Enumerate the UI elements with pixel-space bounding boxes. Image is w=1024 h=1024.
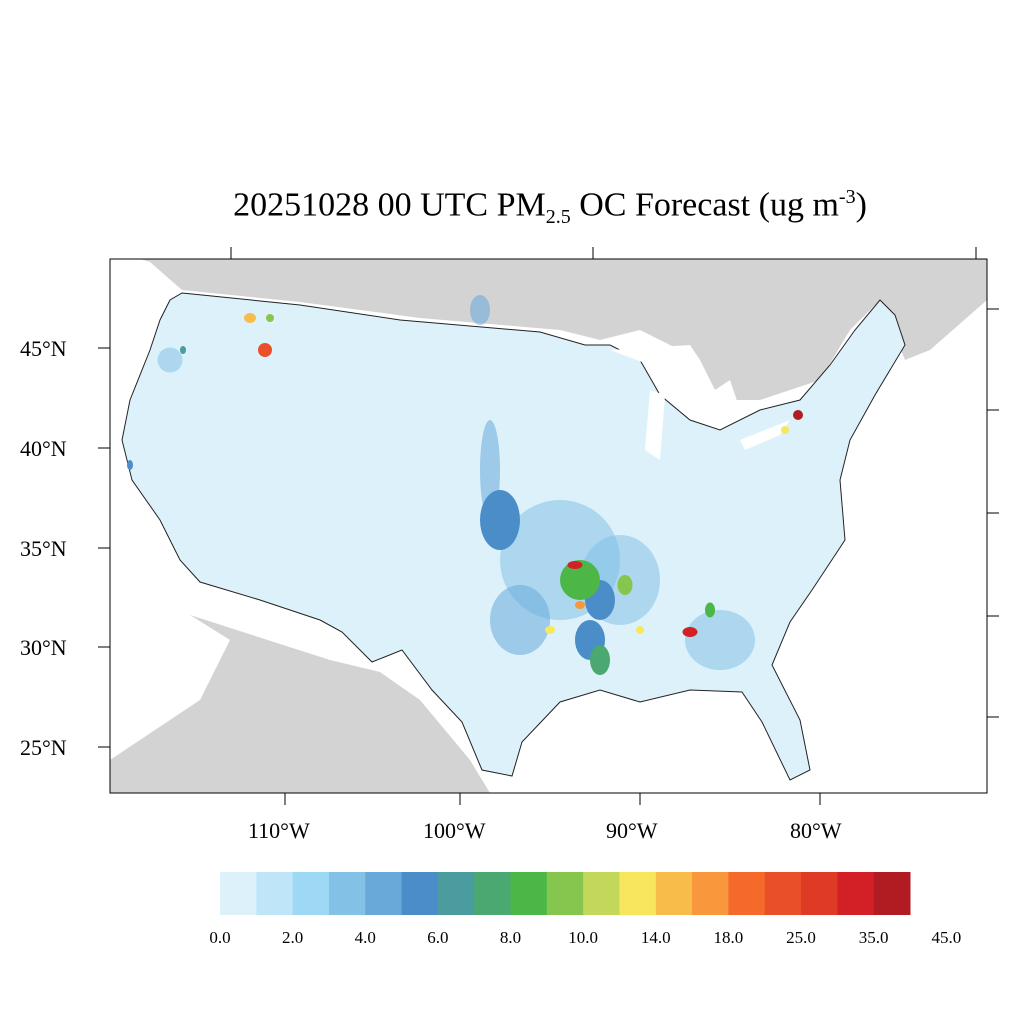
concentration-region xyxy=(258,343,272,357)
concentration-region xyxy=(545,626,555,634)
colorbar-swatch xyxy=(401,872,439,915)
colorbar-label: 18.0 xyxy=(713,928,744,947)
colorbar-swatch xyxy=(256,872,294,915)
concentration-region xyxy=(636,626,644,634)
concentration-region xyxy=(793,410,803,420)
concentration-region xyxy=(127,460,133,470)
colorbar-swatch xyxy=(692,872,729,915)
concentration-region xyxy=(266,314,274,322)
colorbar-label: 2.0 xyxy=(282,928,304,947)
colorbar xyxy=(220,872,911,915)
lat-label: 25°N xyxy=(20,735,67,760)
lat-label: 40°N xyxy=(20,436,67,461)
colorbar-swatch xyxy=(328,872,366,915)
concentration-region xyxy=(490,585,550,655)
colorbar-swatch xyxy=(837,872,875,915)
concentration-region xyxy=(157,347,183,373)
colorbar-label: 25.0 xyxy=(786,928,816,947)
lon-label: 90°W xyxy=(606,818,658,843)
colorbar-swatch xyxy=(292,872,330,915)
colorbar-swatch xyxy=(873,872,911,915)
concentration-region xyxy=(685,610,755,670)
colorbar-label: 35.0 xyxy=(858,928,889,947)
concentration-region xyxy=(560,560,600,600)
lon-label: 80°W xyxy=(790,818,842,843)
concentration-region xyxy=(617,575,633,595)
mexico-land xyxy=(110,615,490,793)
concentration-region xyxy=(480,490,520,550)
axis-ticks xyxy=(98,247,999,805)
concentration-region xyxy=(180,346,186,354)
colorbar-swatch xyxy=(365,872,403,915)
colorbar-swatch xyxy=(220,872,257,915)
colorbar-swatch xyxy=(801,872,838,915)
colorbar-label: 10.0 xyxy=(568,928,599,947)
lat-label: 45°N xyxy=(20,336,67,361)
colorbar-swatch xyxy=(655,872,693,915)
map-title: 20251028 00 UTC PM2.5 OC Forecast (ug m-… xyxy=(233,186,867,229)
concentration-region xyxy=(590,645,610,675)
concentration-region xyxy=(781,426,789,434)
concentration-regions xyxy=(127,295,803,675)
concentration-region xyxy=(575,601,585,609)
colorbar-swatch xyxy=(728,872,766,915)
colorbar-swatch xyxy=(437,872,475,915)
colorbar-swatch xyxy=(474,872,512,915)
concentration-region xyxy=(705,602,715,618)
lon-label: 110°W xyxy=(248,818,310,843)
colorbar-swatch xyxy=(510,872,548,915)
lon-label: 100°W xyxy=(423,818,486,843)
concentration-region xyxy=(244,313,256,323)
colorbar-label: 6.0 xyxy=(427,928,449,947)
colorbar-label: 4.0 xyxy=(354,928,376,947)
colorbar-swatch xyxy=(764,872,802,915)
lat-label: 30°N xyxy=(20,635,67,660)
colorbar-swatch xyxy=(619,872,657,915)
map-frame xyxy=(109,258,988,794)
great-lakes xyxy=(610,345,790,460)
colorbar-swatch xyxy=(546,872,584,915)
concentration-region xyxy=(682,627,698,637)
colorbar-label: 45.0 xyxy=(931,928,962,947)
colorbar-label: 14.0 xyxy=(640,928,671,947)
concentration-region xyxy=(567,561,583,569)
canada-land xyxy=(140,259,987,400)
colorbar-swatch xyxy=(583,872,620,915)
colorbar-label: 8.0 xyxy=(499,928,522,947)
colorbar-label: 0.0 xyxy=(209,928,231,947)
lat-label: 35°N xyxy=(20,536,67,561)
concentration-region xyxy=(470,295,490,325)
